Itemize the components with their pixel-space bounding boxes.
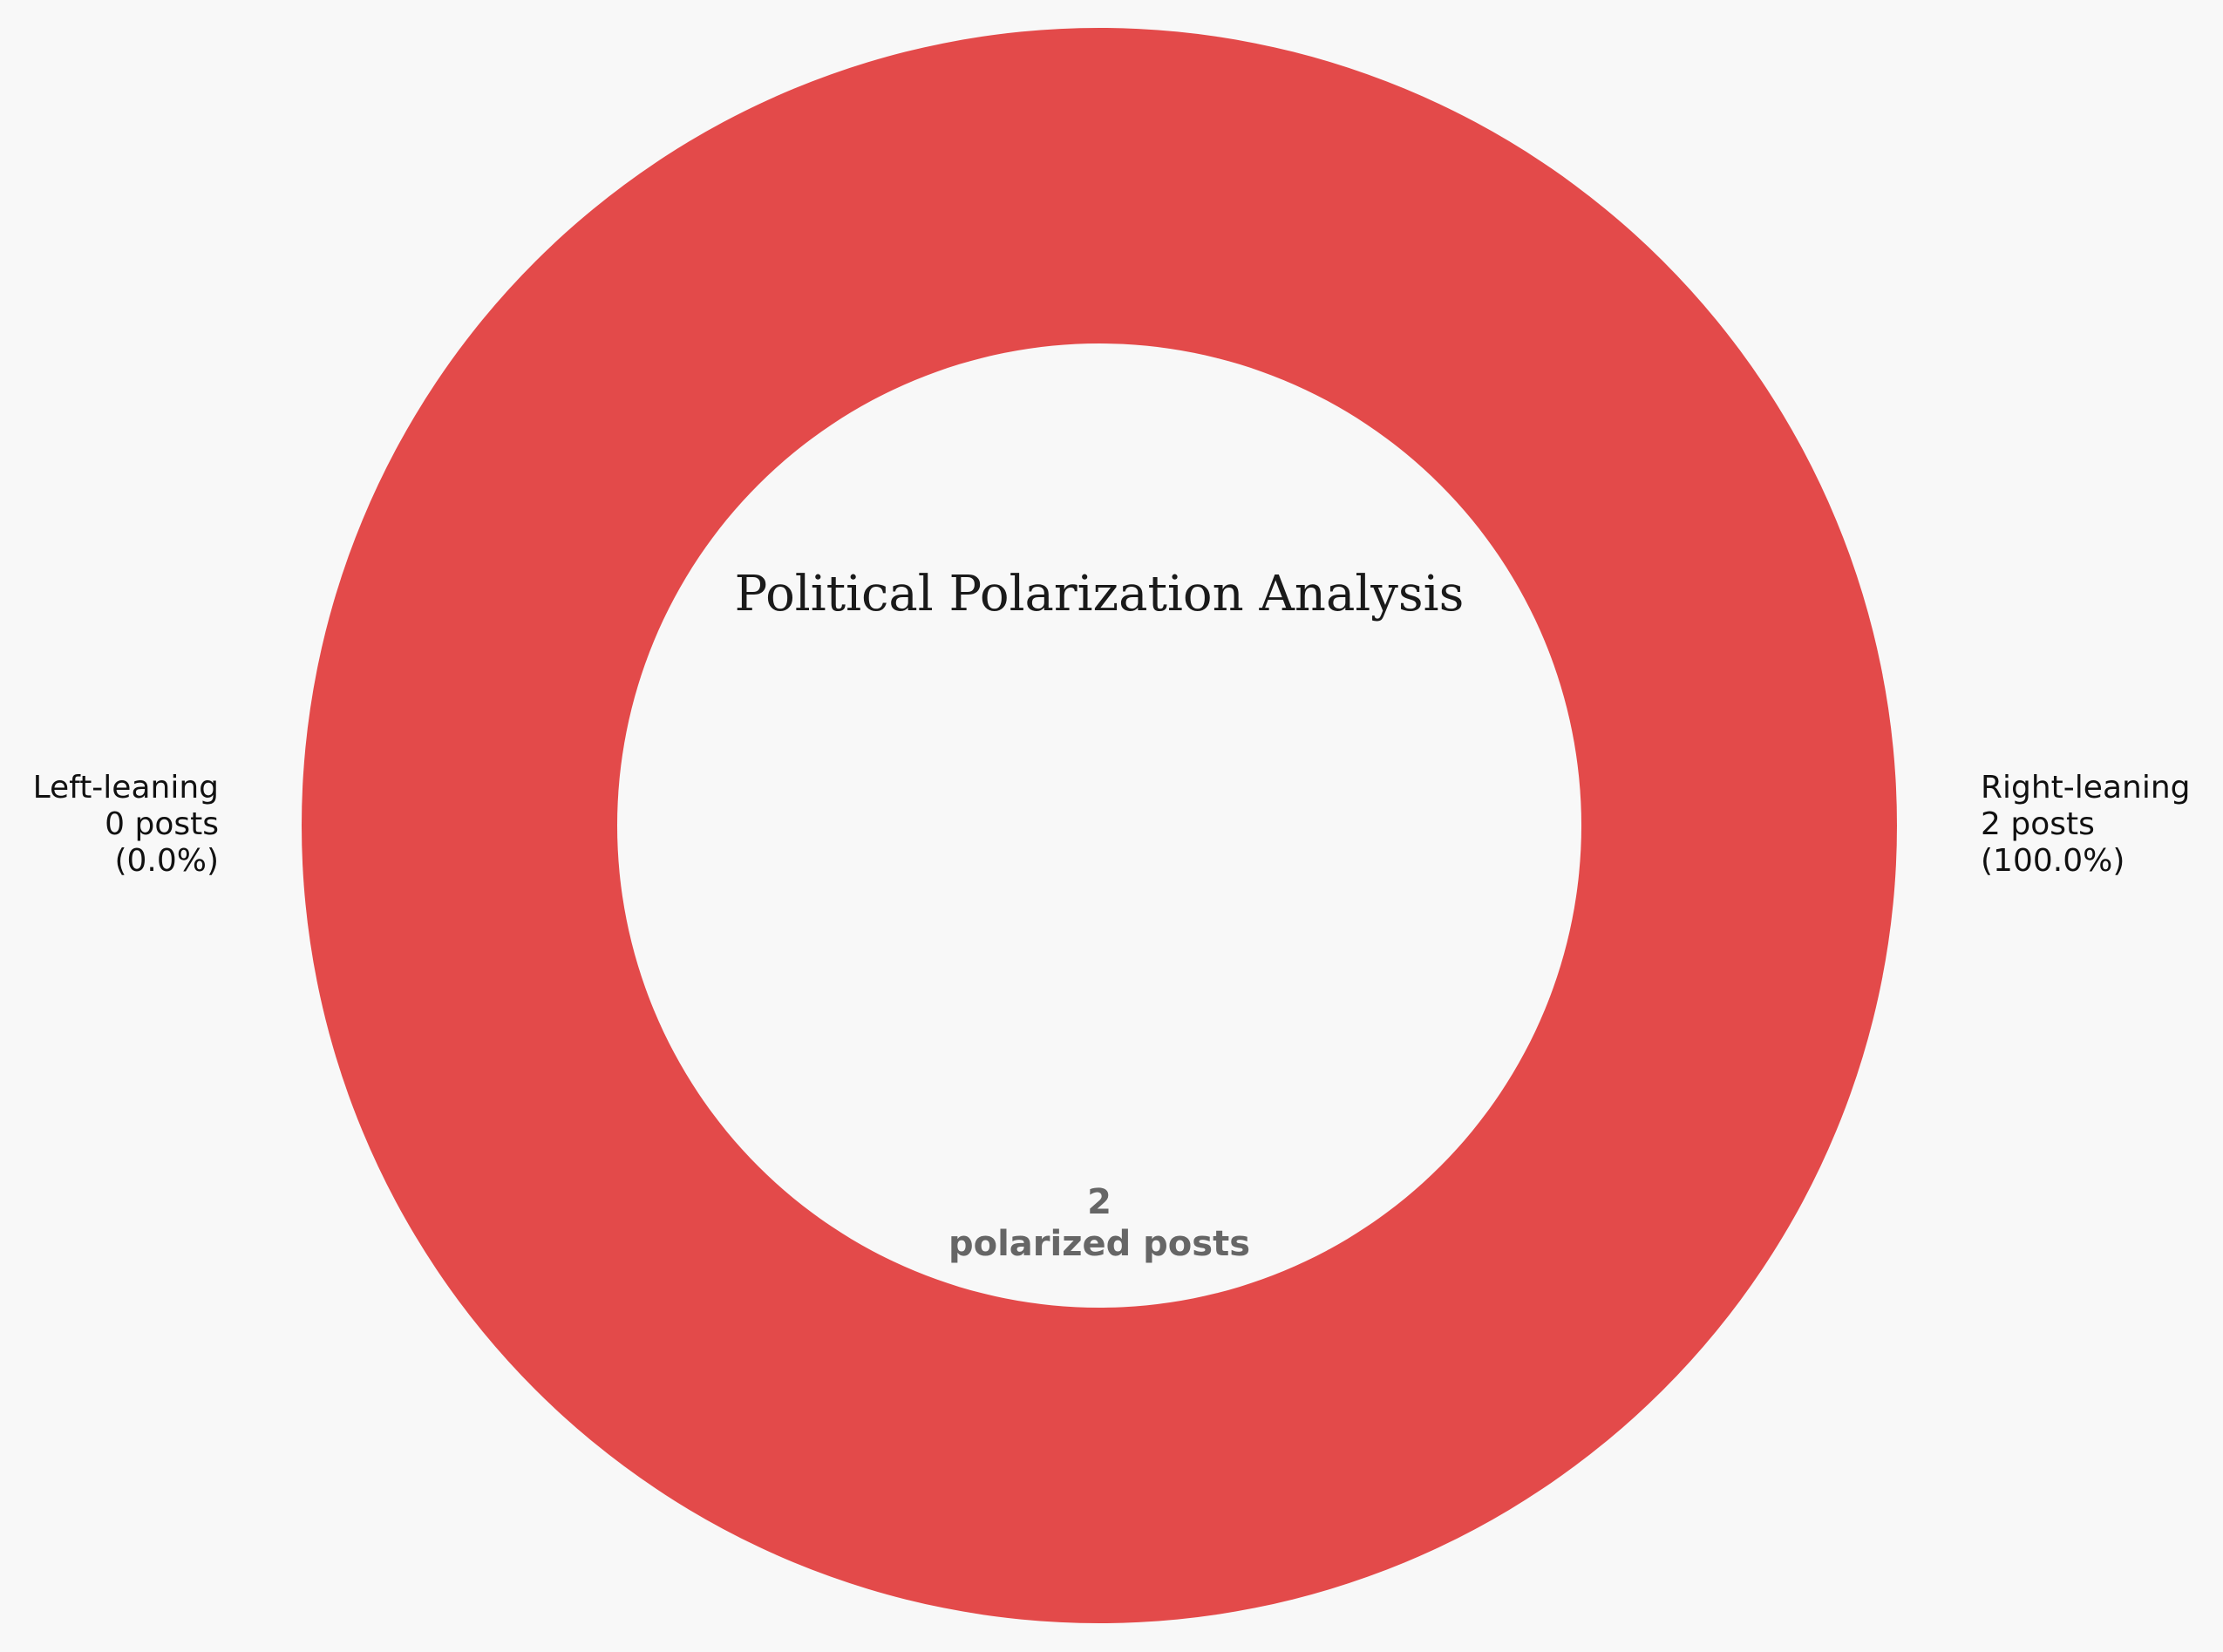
label-right-name: Right-leaning — [1981, 770, 2191, 806]
label-left-leaning: Left-leaning 0 posts (0.0%) — [33, 770, 219, 879]
donut-hole — [617, 343, 1581, 1308]
center-caption: polarized posts — [948, 1224, 1250, 1264]
label-right-leaning: Right-leaning 2 posts (100.0%) — [1981, 770, 2191, 879]
center-total: 2 — [1087, 1182, 1112, 1222]
label-left-name: Left-leaning — [33, 770, 219, 806]
label-left-count: 0 posts — [105, 806, 219, 842]
label-right-count: 2 posts — [1981, 806, 2095, 842]
label-right-pct: (100.0%) — [1981, 843, 2124, 879]
label-left-pct: (0.0%) — [114, 843, 219, 879]
chart-title: Political Polarization Analysis — [735, 566, 1465, 622]
